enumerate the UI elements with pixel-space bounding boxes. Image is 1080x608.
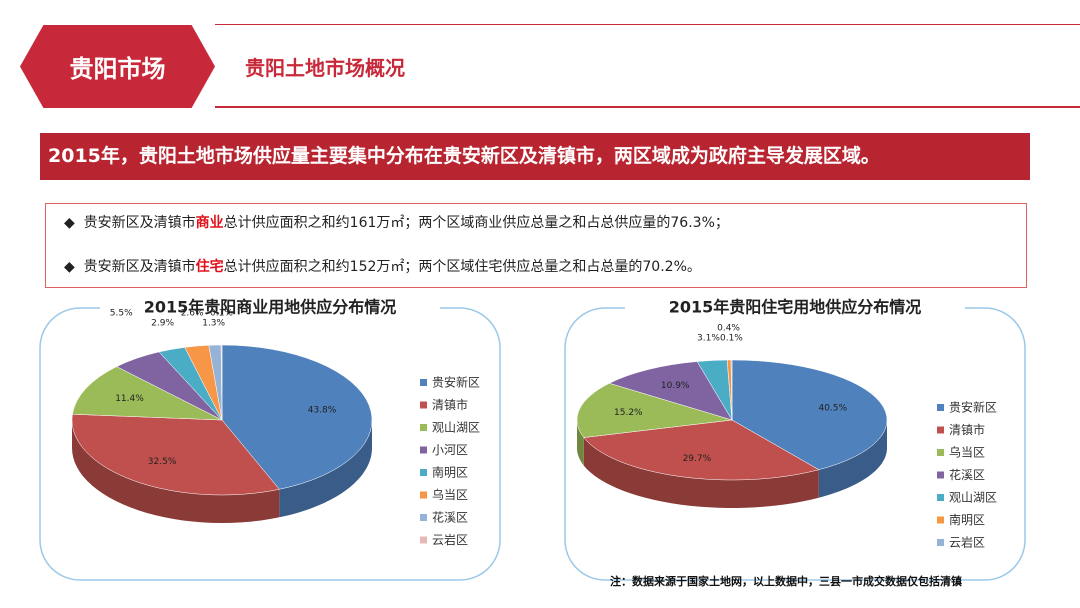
- legend-label: 花溪区: [949, 467, 985, 482]
- data-label: 5.5%: [110, 309, 133, 319]
- legend-swatch: [420, 446, 427, 454]
- legend-label: 乌当区: [949, 445, 985, 460]
- text: 总计供应面积之和约161万㎡；两个区域商业供应总量之和占总供应量的76.3%；: [223, 215, 729, 231]
- section-tag: 贵阳市场: [20, 25, 215, 108]
- legend-swatch: [937, 494, 944, 501]
- highlight: 商业: [195, 215, 224, 231]
- data-label: 32.5%: [148, 457, 177, 467]
- data-label: 11.4%: [115, 394, 144, 404]
- legend-swatch: [937, 404, 944, 411]
- rule: [215, 106, 1080, 108]
- legend-label: 观山湖区: [949, 490, 997, 505]
- pie-slice: [221, 344, 373, 490]
- chart-title: 2015年贵阳住宅用地供应分布情况: [669, 298, 922, 317]
- pie-slice: [71, 413, 280, 496]
- rule: [215, 24, 1080, 25]
- data-label: 0.1%: [720, 334, 743, 344]
- title-bg: [625, 295, 965, 319]
- legend-swatch: [420, 491, 427, 499]
- pie-slice: [220, 344, 223, 421]
- legend-label: 南明区: [432, 465, 468, 480]
- legend-label: 贵安新区: [432, 375, 480, 390]
- data-label: 15.2%: [614, 408, 643, 418]
- legend-label: 贵安新区: [949, 400, 997, 415]
- pie-slice: [72, 366, 223, 421]
- text: 总计供应面积之和约152万㎡；两个区域住宅供应总量之和占总量的70.2%。: [223, 259, 701, 275]
- bullet: ◆ 贵安新区及清镇市商业总计供应面积之和约161万㎡；两个区域商业供应总量之和占…: [64, 215, 729, 231]
- legend-label: 乌当区: [432, 487, 468, 502]
- pie-slice: [583, 419, 820, 481]
- pie-slice: [730, 359, 733, 421]
- pie-slice: [576, 383, 733, 438]
- data-label: 29.7%: [683, 454, 712, 464]
- text: 贵安新区及清镇市: [83, 215, 196, 231]
- pie-side: [577, 420, 584, 466]
- legend-label: 小河区: [432, 443, 468, 457]
- legend-swatch: [937, 426, 944, 434]
- pie-side: [279, 420, 372, 518]
- legend-label: 清镇市: [432, 397, 468, 412]
- legend-label: 清镇市: [949, 422, 985, 437]
- legend-swatch: [937, 471, 944, 479]
- data-label: 2.9%: [151, 319, 174, 329]
- legend-swatch: [937, 539, 944, 546]
- legend-label: 花溪区: [432, 510, 468, 525]
- note: 注：数据来源于国家土地网，以上数据中，三县一市成交数据仅包括清镇: [610, 575, 962, 588]
- highlight: 住宅: [195, 259, 224, 275]
- legend-swatch: [420, 469, 427, 476]
- pie-slice: [731, 359, 888, 470]
- chart-title: 2015年贵阳商业用地供应分布情况: [144, 298, 397, 317]
- legend-label: 观山湖区: [432, 420, 480, 435]
- legend-swatch: [420, 536, 427, 544]
- bullet: ◆ 贵安新区及清镇市住宅总计供应面积之和约152万㎡；两个区域住宅供应总量之和占…: [64, 259, 701, 275]
- data-label: 0.4%: [717, 324, 740, 334]
- legend-swatch: [420, 424, 427, 431]
- data-label: 40.5%: [818, 404, 847, 414]
- legend-swatch: [937, 449, 944, 456]
- data-label: 0.1%: [210, 309, 233, 319]
- legend-label: 云岩区: [949, 535, 985, 550]
- data-label: 3.1%: [697, 334, 720, 344]
- banner: 2015年，贵阳土地市场供应量主要集中分布在贵安新区及清镇市，两区域成为政府主导…: [40, 133, 1030, 180]
- bullet-box: ◆ 贵安新区及清镇市商业总计供应面积之和约161万㎡；两个区域商业供应总量之和占…: [45, 203, 1027, 288]
- legend-label: 云岩区: [432, 532, 468, 547]
- legend-swatch: [420, 401, 427, 409]
- legend-swatch: [420, 514, 427, 521]
- data-label: 10.9%: [661, 381, 690, 391]
- legend-label: 南明区: [949, 512, 985, 527]
- legend-swatch: [420, 379, 427, 386]
- data-label: 1.3%: [202, 319, 225, 329]
- pie-side: [818, 420, 887, 498]
- pie-side: [583, 437, 819, 508]
- data-label: 43.8%: [308, 406, 337, 416]
- text: 贵安新区及清镇市: [83, 259, 196, 275]
- slide-title: 贵阳土地市场概况: [245, 56, 405, 80]
- title-bg: [100, 295, 440, 319]
- pie-side: [72, 420, 280, 523]
- legend-swatch: [937, 516, 944, 524]
- pie-slice: [608, 361, 733, 421]
- data-label: 2.6%: [181, 309, 204, 319]
